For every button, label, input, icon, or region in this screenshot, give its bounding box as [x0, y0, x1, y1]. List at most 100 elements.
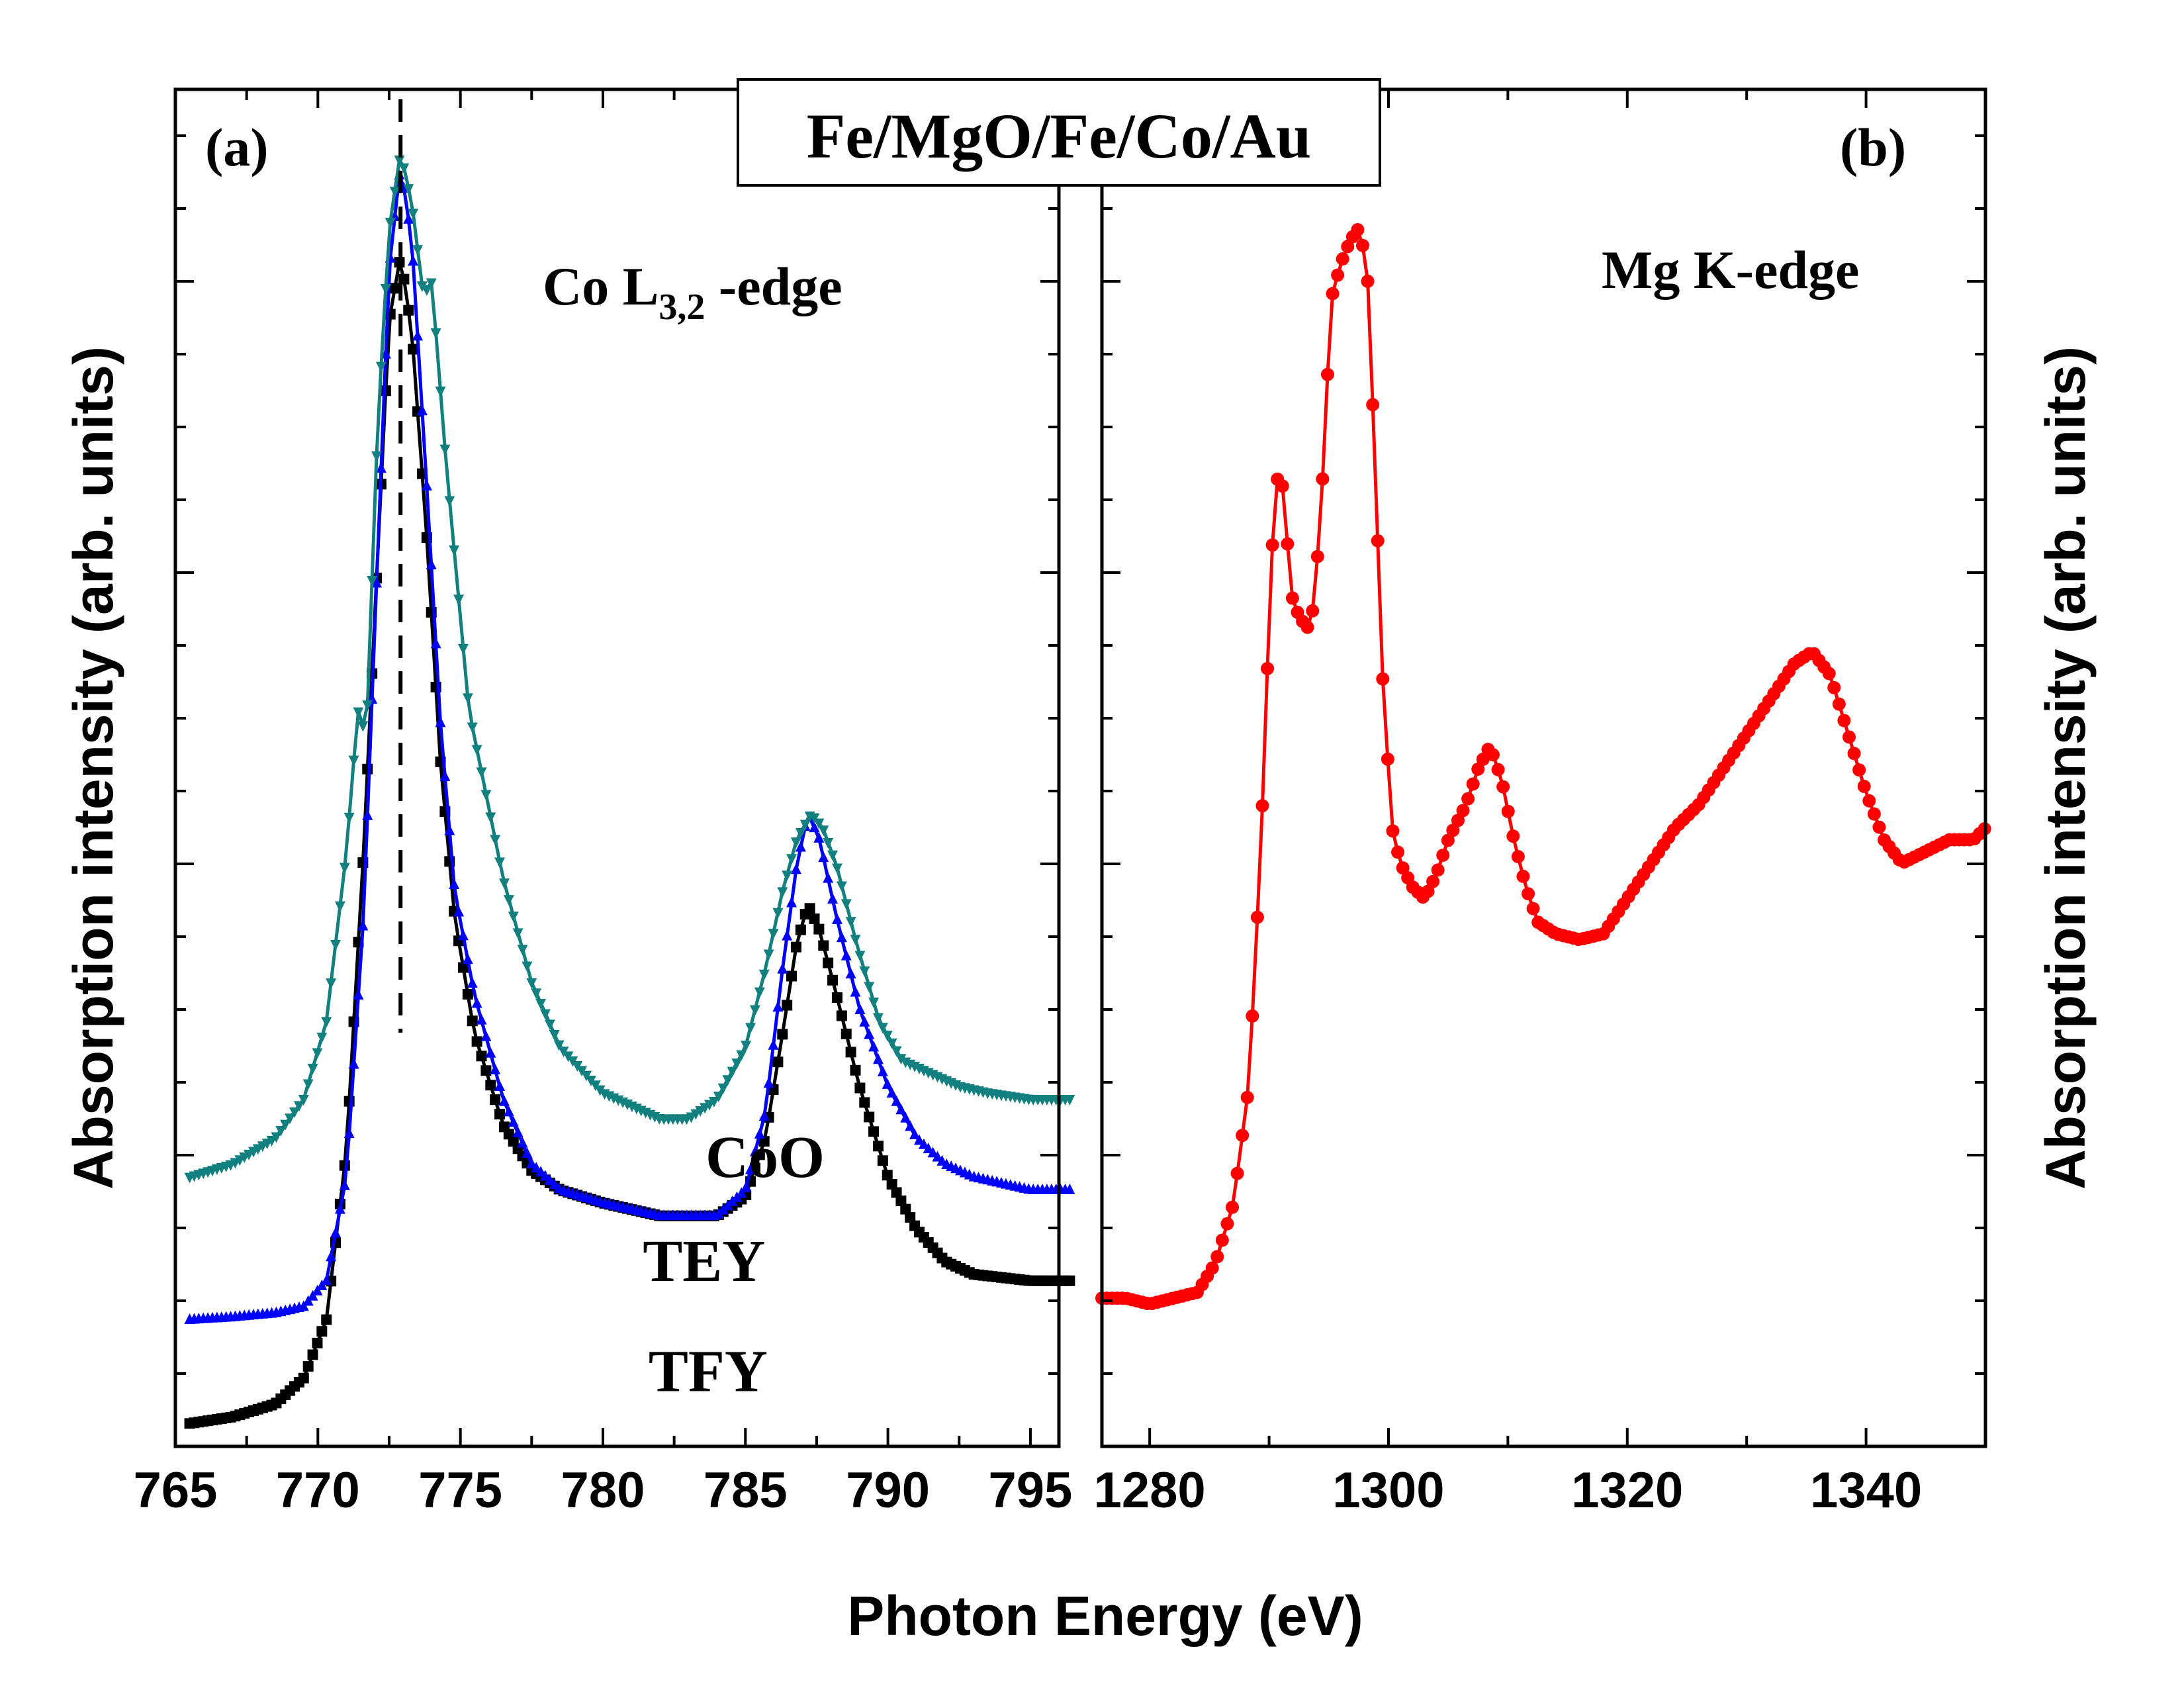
data-point-triangle-up — [795, 841, 806, 852]
data-point-triangle-up — [330, 1227, 341, 1238]
data-point-triangle-down — [389, 187, 400, 197]
panel-b-traces — [1095, 223, 1991, 1311]
data-point-circle — [1210, 1250, 1224, 1264]
data-point-triangle-down — [786, 854, 797, 865]
data-point-circle — [1461, 792, 1475, 806]
data-point-triangle-up — [905, 1120, 916, 1131]
data-point-triangle-down — [394, 155, 405, 166]
data-point-triangle-down — [539, 1009, 551, 1020]
data-point-circle — [1351, 223, 1365, 237]
data-point-triangle-down — [717, 1083, 729, 1094]
data-point-triangle-up — [471, 997, 482, 1008]
data-point-triangle-up — [818, 851, 829, 863]
x-tick-label-795: 795 — [989, 1462, 1073, 1519]
data-point-square — [836, 1010, 847, 1021]
data-point-triangle-down — [754, 987, 765, 998]
series-label-tfy: TFY — [649, 1338, 768, 1404]
data-point-triangle-down — [864, 982, 875, 993]
data-point-triangle-up — [522, 1147, 533, 1158]
data-point-triangle-down — [490, 835, 501, 846]
data-point-square — [864, 1111, 875, 1123]
data-point-square — [403, 305, 414, 316]
data-point-triangle-down — [307, 1063, 318, 1074]
data-point-triangle-up — [823, 872, 834, 883]
data-point-triangle-down — [321, 1017, 332, 1028]
data-point-circle — [1371, 534, 1385, 547]
data-point-triangle-down — [380, 284, 391, 295]
data-point-square — [859, 1097, 870, 1108]
data-point-triangle-down — [398, 163, 410, 174]
data-point-triangle-up — [749, 1145, 760, 1156]
data-point-triangle-up — [512, 1126, 523, 1137]
data-point-square — [891, 1187, 902, 1198]
data-point-triangle-up — [421, 479, 432, 491]
series-mg-k-edge — [1095, 223, 1991, 1311]
data-point-circle — [1356, 238, 1370, 252]
data-point-triangle-down — [745, 1023, 756, 1034]
data-point-circle — [1852, 763, 1866, 777]
data-point-triangle-up — [549, 1178, 560, 1190]
data-point-triangle-up — [476, 1013, 487, 1025]
data-point-circle — [1376, 672, 1390, 686]
data-point-square — [467, 1015, 478, 1027]
data-point-circle — [1446, 823, 1460, 837]
data-point-triangle-up — [841, 949, 852, 961]
data-point-triangle-up — [895, 1103, 907, 1115]
panel-a-label: (a) — [205, 117, 269, 177]
data-point-triangle-up — [918, 1138, 929, 1149]
data-point-triangle-up — [932, 1150, 943, 1162]
data-point-square — [818, 940, 829, 951]
data-point-circle — [1336, 252, 1349, 266]
data-point-circle — [1361, 274, 1375, 288]
data-point-triangle-up — [845, 968, 856, 979]
data-point-circle — [1827, 680, 1841, 694]
x-tick-label-775: 775 — [418, 1462, 502, 1519]
data-point-triangle-up — [526, 1157, 537, 1168]
data-point-triangle-up — [900, 1111, 911, 1123]
data-point-triangle-down — [895, 1054, 907, 1065]
data-point-triangle-down — [1064, 1095, 1075, 1105]
data-point-triangle-down — [302, 1079, 314, 1090]
data-point-triangle-up — [403, 212, 414, 224]
data-point-triangle-down — [818, 825, 829, 837]
data-point-circle — [1436, 848, 1450, 862]
panel-a-traces — [184, 155, 1075, 1429]
data-point-square — [321, 1314, 332, 1325]
data-point-circle — [1526, 902, 1540, 915]
data-point-circle — [1431, 863, 1445, 877]
data-point-square — [362, 763, 373, 774]
data-point-triangle-down — [471, 745, 482, 756]
data-point-circle — [1832, 697, 1846, 711]
data-point-circle — [1456, 804, 1470, 818]
data-point-triangle-down — [330, 939, 341, 951]
data-point-circle — [1331, 268, 1345, 282]
data-point-triangle-down — [462, 693, 473, 704]
data-point-triangle-up — [786, 896, 797, 908]
data-point-square — [494, 1109, 506, 1120]
data-point-square — [872, 1141, 884, 1152]
data-point-triangle-down — [891, 1046, 902, 1057]
data-point-triangle-down — [868, 998, 880, 1008]
data-point-triangle-up — [736, 1187, 747, 1198]
data-point-square — [877, 1155, 888, 1166]
x-tick-label-790: 790 — [846, 1462, 930, 1519]
panel-b-x-tick-labels: 1280 1300 1320 1340 — [1094, 1462, 1923, 1519]
data-point-square — [795, 924, 806, 935]
x-tick-label-780: 780 — [561, 1462, 645, 1519]
data-point-triangle-down — [285, 1113, 296, 1125]
data-point-triangle-down — [480, 790, 492, 801]
data-point-square — [1064, 1275, 1075, 1286]
data-point-triangle-up — [467, 977, 478, 988]
data-point-triangle-up — [449, 878, 460, 890]
data-point-triangle-down — [312, 1048, 323, 1059]
data-point-triangle-up — [763, 1077, 774, 1088]
data-point-square — [823, 957, 834, 968]
panel-a-edge-annotation: Co L3,2 -edge — [543, 256, 842, 328]
data-point-circle — [1250, 910, 1264, 924]
data-point-circle — [1396, 861, 1410, 875]
data-point-triangle-down — [713, 1092, 724, 1103]
data-point-circle — [1862, 794, 1876, 808]
data-point-triangle-down — [476, 767, 487, 778]
data-point-triangle-up — [836, 931, 847, 943]
edge-annotation-main: Co L — [543, 256, 659, 316]
